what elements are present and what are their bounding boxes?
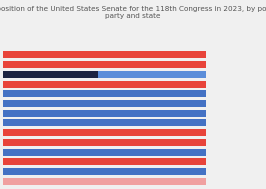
- Bar: [3, 100, 206, 107]
- Bar: [3, 168, 206, 175]
- Bar: [98, 71, 206, 78]
- Bar: [3, 129, 206, 136]
- Bar: [3, 81, 206, 88]
- Bar: [3, 90, 206, 97]
- Text: Composition of the United States Senate for the 118th Congress in 2023, by polit: Composition of the United States Senate …: [0, 6, 266, 19]
- Bar: [3, 51, 206, 58]
- Bar: [3, 61, 206, 68]
- Bar: [3, 119, 206, 126]
- Bar: [3, 149, 206, 156]
- Bar: [3, 158, 206, 165]
- Bar: [3, 71, 98, 78]
- Bar: [3, 139, 206, 146]
- Bar: [3, 110, 206, 117]
- Bar: [3, 178, 206, 185]
